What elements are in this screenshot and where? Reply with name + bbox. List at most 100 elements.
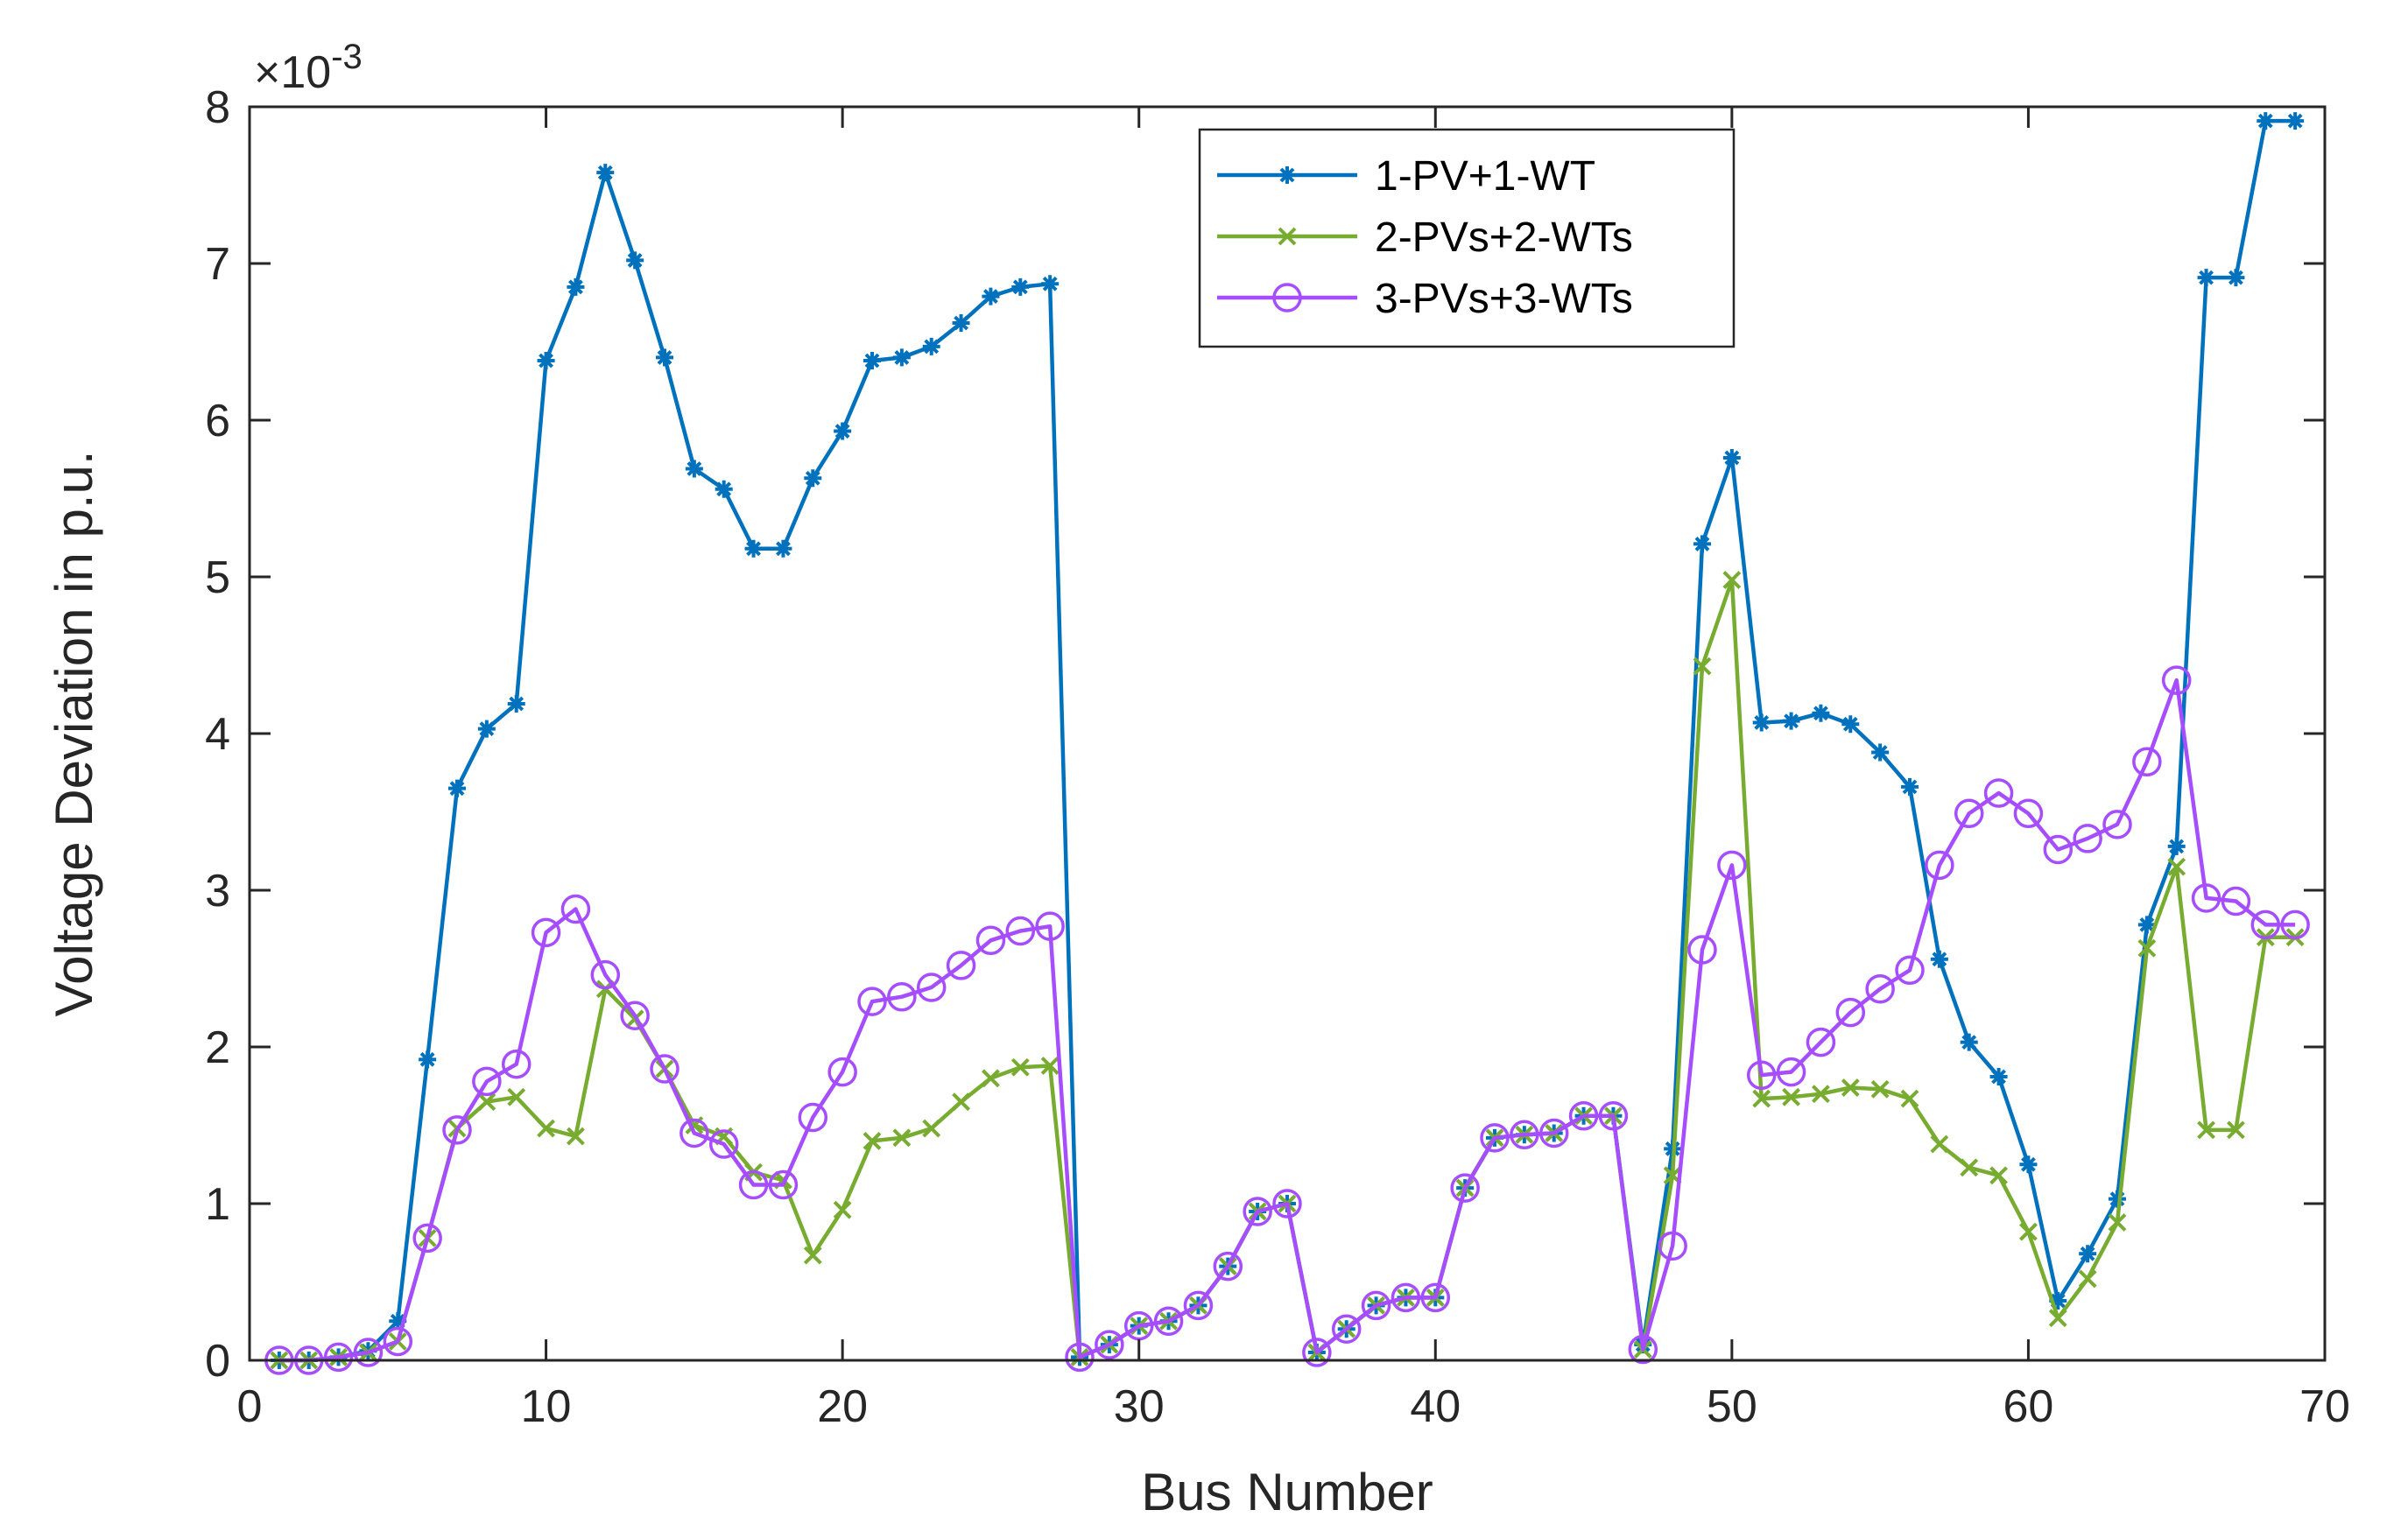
y-tick-label: 8: [205, 82, 230, 133]
data-point: [982, 1069, 1000, 1088]
data-point: [2167, 837, 2186, 855]
exponent-power: -3: [331, 38, 363, 76]
x-tick-label: 40: [1410, 1381, 1461, 1432]
x-axis-title: Bus Number: [1141, 1463, 1433, 1517]
data-point: [685, 460, 703, 478]
data-point: [1538, 1118, 1569, 1148]
data-point: [738, 1169, 769, 1200]
data-point: [827, 1057, 857, 1087]
data-point: [1095, 1330, 1124, 1359]
data-point: [2102, 810, 2132, 839]
data-point: [863, 1131, 882, 1150]
data-point: [2137, 916, 2156, 934]
data-point: [1041, 275, 1060, 293]
data-point: [1960, 1033, 1978, 1051]
exponent-label: ×10-3: [254, 38, 363, 98]
data-point: [1628, 1334, 1658, 1365]
legend-marker: [1278, 227, 1297, 246]
data-point: [2073, 824, 2102, 853]
data-point: [2013, 798, 2044, 829]
data-point: [857, 987, 887, 1016]
data-point: [1011, 277, 1030, 296]
data-point: [2019, 1155, 2038, 1174]
data-point: [507, 1087, 526, 1106]
data-point: [1865, 974, 1895, 1004]
data-point: [560, 894, 591, 924]
data-point: [389, 1312, 407, 1331]
x-tick-label: 70: [2299, 1381, 2350, 1432]
data-point: [2079, 1245, 2097, 1263]
data-point: [804, 469, 822, 488]
x-tick-label: 0: [237, 1381, 263, 1432]
series-layer: [264, 112, 2310, 1375]
data-point: [650, 1054, 679, 1084]
data-point: [679, 1118, 709, 1148]
y-tick-label: 3: [205, 866, 230, 917]
data-point: [2108, 1213, 2127, 1232]
data-point: [2197, 269, 2215, 287]
legend-entry-1: 1-PV+1-WT: [1217, 153, 1595, 200]
data-point: [2049, 1291, 2067, 1310]
data-point: [887, 981, 917, 1012]
data-point: [2109, 1190, 2126, 1208]
data-point: [1782, 1087, 1800, 1106]
y-tick-label: 7: [205, 239, 230, 290]
y-axis-ticks: 0 1 2 3 4 5 6 7 8: [205, 82, 2325, 1387]
data-point: [448, 779, 466, 797]
data-point: [1925, 850, 1954, 881]
data-point: [744, 539, 763, 558]
data-point: [1841, 1078, 1860, 1097]
data-point: [1989, 1068, 2008, 1086]
data-point: [1806, 1027, 1836, 1057]
data-point: [419, 1050, 437, 1069]
data-point: [863, 351, 881, 369]
data-point: [768, 1169, 799, 1200]
y-tick-label: 4: [205, 709, 230, 760]
data-point: [1782, 712, 1800, 730]
data-point: [1954, 798, 1984, 829]
data-point: [1153, 1306, 1184, 1336]
y-tick-label: 1: [205, 1179, 230, 1230]
data-point: [1213, 1251, 1243, 1282]
data-point: [620, 1001, 650, 1030]
data-point: [1870, 1079, 1890, 1099]
data-point: [1960, 1158, 1979, 1177]
data-point: [656, 348, 673, 367]
data-point: [1746, 1060, 1777, 1090]
data-point: [833, 1200, 852, 1219]
data-point: [383, 1326, 413, 1357]
legend-label: 3-PVs+3-WTs: [1375, 276, 1633, 322]
data-point: [2132, 747, 2162, 776]
data-point: [708, 1129, 739, 1159]
data-point: [1983, 778, 2014, 808]
data-point: [892, 1128, 912, 1148]
data-point: [2161, 665, 2192, 695]
legend-entry-3: 3-PVs+3-WTs: [1217, 276, 1633, 322]
data-point: [1693, 657, 1712, 676]
data-point: [2257, 112, 2275, 130]
data-point: [1812, 704, 1830, 722]
x-tick-label: 50: [1707, 1381, 1757, 1432]
y-tick-label: 0: [205, 1336, 230, 1387]
data-point: [834, 422, 852, 440]
data-point: [774, 539, 792, 558]
data-point: [472, 1066, 502, 1097]
x-axis-ticks: 0 10 20 30 40 50 60 70: [237, 107, 2350, 1432]
data-point: [412, 1223, 442, 1254]
data-point: [1717, 850, 1747, 881]
x-tick-label: 60: [2003, 1381, 2054, 1432]
data-point: [916, 973, 947, 1002]
legend-entries: 1-PV+1-WT 2-PVs+2-WTs 3-PVs+3-WTs: [1217, 153, 1633, 322]
data-point: [1930, 950, 1948, 968]
data-point: [715, 480, 733, 498]
data-point: [1895, 955, 1925, 986]
data-point: [892, 348, 911, 367]
data-point: [2280, 909, 2310, 940]
data-point: [1722, 571, 1742, 589]
data-point: [952, 314, 970, 333]
data-point: [537, 1119, 555, 1138]
data-point: [323, 1342, 354, 1373]
data-point: [952, 1092, 970, 1112]
legend-label: 1-PV+1-WT: [1375, 153, 1595, 200]
